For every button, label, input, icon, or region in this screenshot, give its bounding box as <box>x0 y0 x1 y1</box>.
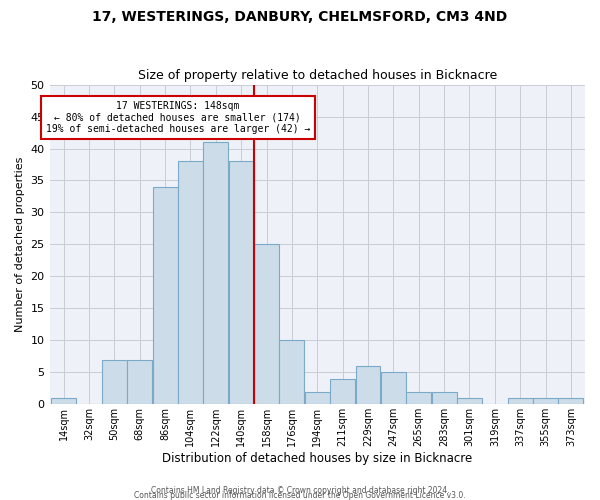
Bar <box>127 360 152 405</box>
Bar <box>559 398 583 404</box>
Bar <box>533 398 558 404</box>
Bar <box>51 398 76 404</box>
Bar <box>178 162 203 404</box>
X-axis label: Distribution of detached houses by size in Bicknacre: Distribution of detached houses by size … <box>162 452 472 465</box>
Bar <box>102 360 127 405</box>
Text: Contains public sector information licensed under the Open Government Licence v3: Contains public sector information licen… <box>134 490 466 500</box>
Text: 17, WESTERINGS, DANBURY, CHELMSFORD, CM3 4ND: 17, WESTERINGS, DANBURY, CHELMSFORD, CM3… <box>92 10 508 24</box>
Bar <box>330 378 355 404</box>
Bar <box>203 142 228 405</box>
Bar <box>381 372 406 404</box>
Bar <box>280 340 304 404</box>
Text: Contains HM Land Registry data © Crown copyright and database right 2024.: Contains HM Land Registry data © Crown c… <box>151 486 449 495</box>
Bar <box>457 398 482 404</box>
Bar <box>305 392 330 404</box>
Bar <box>356 366 380 405</box>
Bar <box>406 392 431 404</box>
Bar <box>254 244 279 404</box>
Bar <box>229 162 254 404</box>
Title: Size of property relative to detached houses in Bicknacre: Size of property relative to detached ho… <box>137 69 497 82</box>
Bar <box>508 398 533 404</box>
Bar <box>431 392 457 404</box>
Text: 17 WESTERINGS: 148sqm
← 80% of detached houses are smaller (174)
19% of semi-det: 17 WESTERINGS: 148sqm ← 80% of detached … <box>46 100 310 134</box>
Bar <box>152 187 178 404</box>
Y-axis label: Number of detached properties: Number of detached properties <box>15 156 25 332</box>
